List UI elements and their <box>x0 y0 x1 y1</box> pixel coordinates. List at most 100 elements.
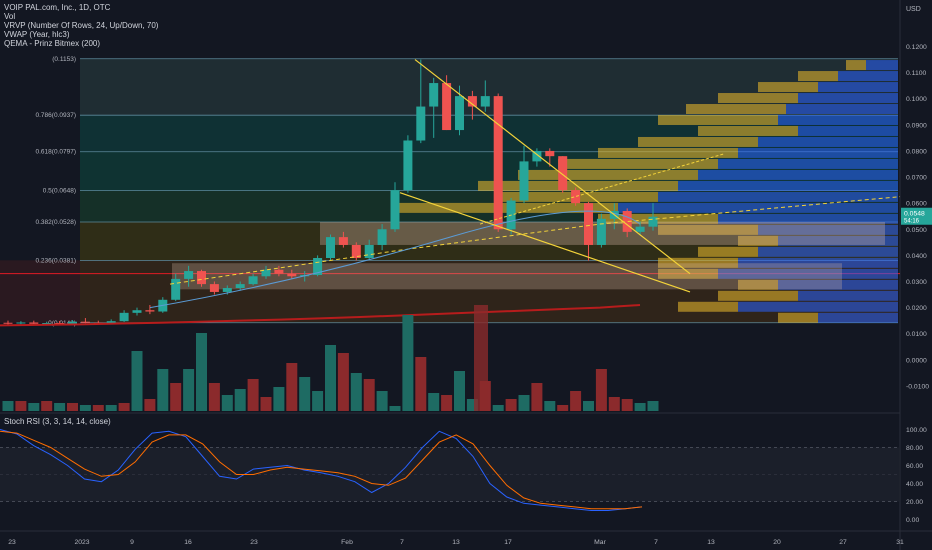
volume-bar <box>79 405 91 411</box>
trendline-upper <box>414 59 691 275</box>
volume-bar <box>621 399 633 411</box>
volume-bar <box>363 379 375 411</box>
vrvp-up-bar <box>598 147 738 158</box>
vrvp-up-bar <box>686 104 786 114</box>
candle-body <box>442 83 452 131</box>
price-axis-tick: 0.0900 <box>906 122 927 129</box>
price-axis-tick: 0.0800 <box>906 148 927 155</box>
trendline-dashed <box>479 153 726 225</box>
fib-zone-left <box>0 260 80 323</box>
volume-bar <box>286 363 298 411</box>
candle-body <box>248 276 258 285</box>
last-price-box <box>901 207 932 225</box>
vrvp-down-bar <box>618 202 898 213</box>
candle-body <box>584 203 593 245</box>
volume-bar <box>544 401 556 411</box>
time-axis-tick: 17 <box>504 539 512 546</box>
candle-body <box>351 244 361 258</box>
fib-label: 0.382(0.0528) <box>36 219 76 226</box>
stoch-series-K <box>0 429 643 511</box>
volume-bar <box>647 401 659 411</box>
time-axis-tick: 9 <box>130 539 134 546</box>
vrvp-up-bar <box>658 257 738 268</box>
vrvp-down-bar <box>758 136 898 147</box>
vrvp-up-bar <box>698 125 798 136</box>
candle-body <box>132 310 142 313</box>
vrvp-down-bar <box>738 257 898 268</box>
candle-body <box>80 321 90 323</box>
vrvp-up-bar <box>846 60 866 71</box>
volume-bar <box>144 399 156 411</box>
vrvp-down-bar <box>718 268 898 279</box>
candle-body <box>222 288 232 292</box>
candle-body <box>571 190 581 204</box>
last-price-label: 0.0548 <box>904 211 925 218</box>
vrvp-down-bar <box>738 301 898 312</box>
volume-bar <box>531 383 543 411</box>
candle-body <box>455 96 464 131</box>
price-axis-tick: 0.0500 <box>906 227 927 234</box>
candle-body <box>338 237 348 245</box>
volume-bar <box>402 315 414 411</box>
vrvp-down-bar <box>798 93 898 104</box>
candle-body <box>648 216 658 227</box>
volume-bar <box>505 399 517 411</box>
time-axis-tick: 16 <box>184 539 192 546</box>
vrvp-up-bar <box>658 268 718 279</box>
vrvp-down-bar <box>718 158 898 169</box>
vrvp-down-bar <box>786 104 898 114</box>
volume-bar <box>492 405 504 411</box>
time-axis-tick: 20 <box>773 539 781 546</box>
volume-bar <box>428 393 440 411</box>
price-axis-tick: -0.0100 <box>906 383 929 390</box>
candle-body <box>3 322 13 324</box>
candle-body <box>467 96 477 107</box>
candle-body <box>390 190 400 230</box>
volume-bar <box>2 401 14 411</box>
volume-bar <box>454 371 465 411</box>
stoch-axis-tick: 80.00 <box>906 445 923 452</box>
candle-body <box>377 229 387 245</box>
time-axis-tick: 7 <box>400 539 404 546</box>
volume-bar <box>131 351 143 411</box>
candle-body <box>480 96 490 107</box>
candle-body <box>635 226 645 232</box>
vrvp-down-bar <box>838 71 898 82</box>
vrvp-up-bar <box>518 169 698 180</box>
candle-body <box>519 161 529 201</box>
vrvp-down-bar <box>798 125 898 136</box>
volume-bar <box>557 405 569 411</box>
candle-body <box>184 271 194 279</box>
price-axis-tick: 0.0300 <box>906 279 927 286</box>
volume-bar <box>337 353 349 411</box>
volume-bar <box>208 383 220 411</box>
vrvp-up-bar <box>678 301 738 312</box>
vrvp-down-bar <box>866 60 898 71</box>
vrvp-up-bar <box>758 82 818 93</box>
candle-body <box>171 278 181 300</box>
candle-body <box>274 269 284 274</box>
candle-body <box>622 211 632 232</box>
vrvp-up-bar <box>718 93 798 104</box>
vrvp-up-bar <box>638 136 758 147</box>
time-axis-tick: 7 <box>654 539 658 546</box>
stoch-axis-tick: 0.00 <box>906 517 919 524</box>
volume-bar <box>273 387 285 411</box>
candle-body <box>545 150 555 157</box>
volume-bar <box>595 369 607 411</box>
candle-body <box>209 284 219 292</box>
time-axis-tick: 13 <box>452 539 460 546</box>
stoch-title: Stoch RSI (3, 3, 14, 14, close) <box>4 417 111 426</box>
vrvp-down-bar <box>798 290 898 301</box>
volume-bar <box>299 377 311 411</box>
volume-bar <box>183 369 195 411</box>
price-axis-tick: 0.0200 <box>906 305 927 312</box>
price-axis-tick: 0.0000 <box>906 357 927 364</box>
volume-bar <box>196 333 207 411</box>
legend-vwap: VWAP (Year, hlc3) <box>4 30 70 39</box>
fib-label: 0.5(0.0648) <box>43 188 76 195</box>
candle-body <box>364 244 374 258</box>
vrvp-down-bar <box>778 114 898 125</box>
vrvp-down-bar <box>778 279 898 290</box>
